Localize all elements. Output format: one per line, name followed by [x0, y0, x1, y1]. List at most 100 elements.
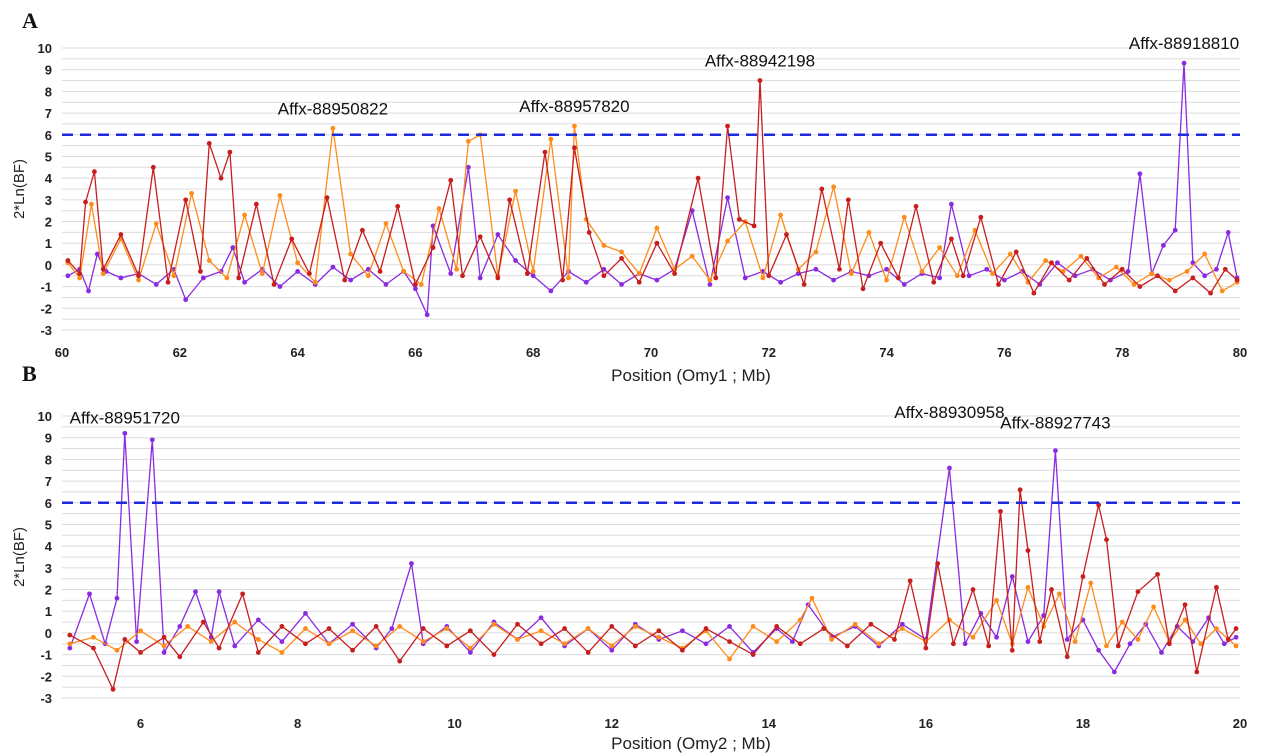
data-point: [907, 578, 913, 584]
data-point: [619, 256, 624, 261]
data-point: [585, 650, 591, 655]
data-point: [689, 253, 695, 259]
y-tick-label: -3: [40, 691, 52, 706]
data-point: [177, 624, 183, 629]
data-point: [778, 212, 783, 218]
data-point: [901, 214, 907, 220]
data-point: [495, 275, 501, 281]
data-point: [236, 275, 242, 281]
data-point: [1056, 591, 1062, 597]
y-tick-label: 1: [45, 604, 52, 619]
data-point: [383, 221, 389, 227]
snp-annotation: Affx-88951720: [70, 408, 180, 427]
data-point: [1225, 229, 1231, 235]
data-point: [1234, 277, 1240, 283]
data-point: [1009, 647, 1015, 653]
data-point: [585, 626, 591, 631]
data-point: [513, 188, 518, 194]
data-point: [198, 269, 203, 274]
data-point: [560, 277, 566, 283]
data-point: [1161, 243, 1166, 248]
data-point: [466, 164, 471, 170]
data-point: [757, 78, 763, 83]
data-point: [1172, 227, 1178, 233]
data-point: [797, 641, 803, 647]
data-point: [962, 641, 968, 647]
data-point: [255, 637, 261, 642]
data-point: [83, 199, 88, 205]
data-point: [1002, 277, 1007, 283]
data-point: [609, 643, 615, 649]
data-point: [609, 647, 615, 653]
data-point: [1137, 171, 1143, 177]
data-point: [750, 624, 756, 629]
data-point: [530, 269, 536, 274]
data-point: [279, 650, 285, 655]
data-point: [1025, 584, 1031, 590]
data-point: [136, 277, 141, 283]
data-point: [751, 223, 757, 229]
data-point: [725, 238, 730, 244]
data-point: [654, 277, 660, 283]
data-point: [87, 591, 92, 597]
data-point: [1225, 637, 1231, 642]
data-point: [1202, 273, 1208, 279]
data-point: [948, 236, 954, 242]
data-point: [1009, 574, 1015, 579]
data-point: [524, 271, 530, 276]
data-point: [94, 251, 100, 257]
y-tick-label: 9: [45, 63, 52, 78]
data-point: [67, 645, 73, 651]
data-point: [966, 273, 972, 279]
data-point: [998, 509, 1003, 514]
data-point: [707, 282, 713, 287]
data-point: [562, 626, 568, 631]
snp-annotation: Affx-88918810: [1129, 34, 1239, 53]
data-point: [1172, 288, 1178, 294]
data-point: [118, 275, 124, 281]
data-point: [542, 149, 548, 155]
data-point: [1155, 571, 1160, 577]
data-point: [242, 279, 247, 285]
data-point: [1115, 643, 1121, 649]
data-point: [227, 149, 233, 155]
data-point: [1080, 574, 1086, 579]
data-point: [161, 634, 167, 640]
data-point: [736, 216, 742, 222]
series-line: [67, 62, 1238, 316]
series-3: [65, 78, 1240, 296]
data-point: [467, 628, 473, 634]
y-tick-label: 10: [38, 409, 52, 424]
data-point: [1007, 251, 1013, 257]
y-tick-label: 8: [45, 84, 52, 99]
data-point: [774, 624, 780, 629]
data-point: [530, 273, 536, 279]
data-point: [255, 617, 261, 623]
data-point: [279, 639, 285, 644]
data-point: [373, 643, 379, 649]
data-point: [656, 628, 662, 634]
data-point: [601, 243, 607, 248]
data-point: [1233, 634, 1239, 640]
data-point: [1127, 641, 1133, 647]
x-tick-label: 62: [173, 345, 187, 360]
data-point: [819, 186, 825, 192]
data-point: [656, 634, 662, 640]
data-point: [750, 652, 756, 658]
data-point: [1017, 487, 1023, 493]
data-point: [350, 628, 355, 634]
data-point: [77, 275, 83, 281]
data-point: [424, 312, 430, 318]
data-point: [383, 282, 389, 287]
data-point: [377, 269, 383, 274]
data-point: [1125, 269, 1131, 274]
data-point: [1166, 641, 1172, 647]
data-point: [931, 279, 937, 285]
data-point: [844, 643, 850, 649]
data-point: [831, 277, 836, 283]
data-point: [420, 639, 426, 644]
data-point: [253, 201, 259, 207]
data-point: [65, 258, 71, 263]
series-3: [67, 487, 1239, 692]
